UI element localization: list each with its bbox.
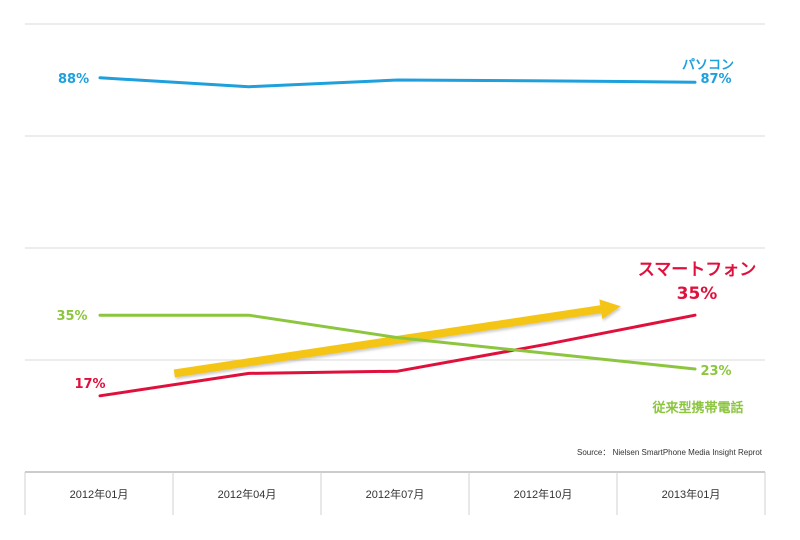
source-note: Source： Nielsen SmartPhone Media Insight… bbox=[577, 448, 763, 457]
series-start-label: 17% bbox=[74, 377, 105, 392]
series-start-label: 88% bbox=[58, 72, 89, 87]
series-end-label: 87% bbox=[700, 72, 731, 87]
series-group bbox=[98, 76, 697, 398]
x-tick-label: 2013年01月 bbox=[662, 487, 721, 501]
x-tick-label: 2012年07月 bbox=[366, 487, 425, 501]
series-name-label: 従来型携帯電話 bbox=[651, 400, 743, 416]
series-name-label: パソコン bbox=[682, 58, 734, 73]
x-axis: 2012年01月 2012年04月 2012年07月 2012年10月 2013年01月 bbox=[24, 471, 766, 515]
series-line bbox=[98, 76, 697, 89]
series-line bbox=[98, 313, 697, 371]
series-line bbox=[98, 313, 697, 398]
series-name-label: スマートフォン bbox=[638, 260, 757, 280]
x-tick-label: 2012年10月 bbox=[514, 487, 573, 501]
series-end-label: 23% bbox=[700, 364, 731, 379]
x-tick-label: 2012年04月 bbox=[218, 487, 277, 501]
series-end-label: 35% bbox=[677, 284, 718, 304]
series-start-label: 35% bbox=[56, 309, 87, 324]
x-tick-label: 2012年01月 bbox=[70, 487, 129, 501]
gridlines bbox=[25, 23, 765, 361]
